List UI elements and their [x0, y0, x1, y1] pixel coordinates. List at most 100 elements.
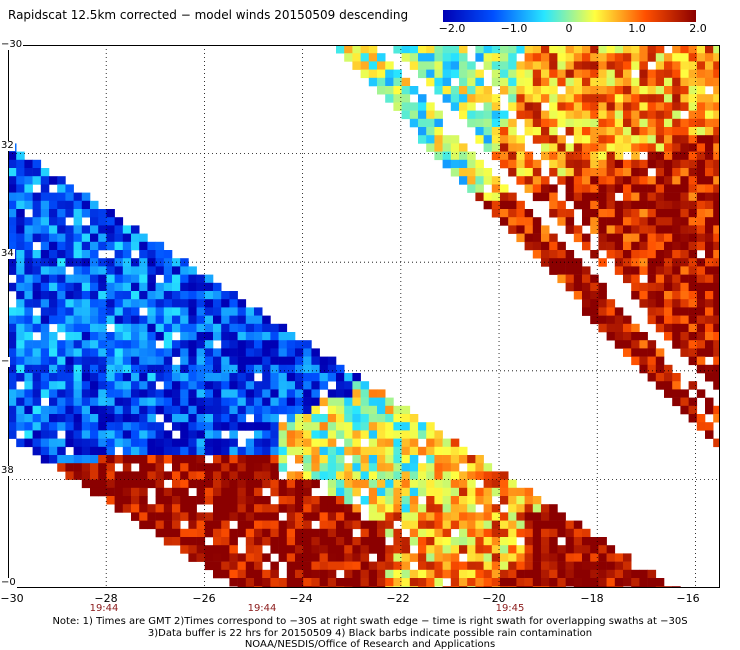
wind-diff-cell	[114, 332, 124, 341]
wind-diff-cell	[623, 159, 632, 169]
wind-diff-cell	[368, 487, 378, 497]
wind-diff-cell	[81, 332, 91, 341]
wind-diff-cell	[647, 217, 657, 226]
wind-diff-cell	[131, 323, 140, 333]
wind-diff-cell	[696, 241, 706, 251]
wind-diff-cell	[409, 86, 419, 95]
wind-diff-cell	[360, 430, 370, 439]
wind-diff-cell	[40, 299, 50, 308]
wind-diff-cell	[606, 233, 616, 243]
wind-diff-cell	[73, 373, 83, 382]
wind-diff-cell	[606, 586, 616, 588]
wind-diff-cell	[49, 225, 58, 234]
wind-diff-cell	[196, 315, 206, 325]
wind-diff-cell	[549, 233, 558, 243]
wind-diff-cell	[336, 487, 345, 497]
wind-diff-cell	[147, 438, 156, 448]
wind-diff-cell	[196, 430, 206, 439]
wind-diff-cell	[254, 414, 263, 423]
wind-diff-cell	[368, 414, 378, 423]
wind-diff-cell	[409, 520, 419, 530]
wind-diff-cell	[483, 578, 493, 587]
wind-diff-cell	[705, 102, 714, 111]
wind-diff-cell	[385, 94, 394, 103]
wind-diff-cell	[32, 168, 42, 177]
wind-diff-cell	[24, 176, 33, 185]
wind-diff-cell	[647, 135, 657, 144]
wind-diff-cell	[598, 291, 607, 300]
wind-diff-cell	[368, 389, 378, 398]
wind-diff-cell	[57, 389, 66, 398]
wind-diff-cell	[385, 405, 394, 415]
wind-diff-cell	[221, 471, 230, 480]
wind-diff-cell	[385, 438, 394, 448]
wind-diff-cell	[516, 200, 525, 210]
wind-diff-cell	[49, 356, 58, 366]
wind-diff-cell	[688, 209, 698, 218]
wind-diff-cell	[524, 520, 534, 530]
wind-diff-cell	[16, 225, 25, 234]
wind-diff-cell	[229, 496, 238, 505]
wind-diff-cell	[270, 348, 279, 357]
wind-diff-cell	[516, 561, 525, 571]
wind-diff-cell	[262, 405, 271, 415]
wind-diff-cell	[434, 545, 443, 554]
wind-diff-cell	[377, 446, 386, 456]
wind-diff-cell	[549, 192, 558, 202]
wind-diff-cell	[188, 520, 197, 530]
wind-diff-cell	[65, 209, 74, 218]
wind-diff-cell	[713, 323, 720, 333]
wind-diff-cell	[327, 528, 337, 538]
wind-diff-cell	[16, 307, 25, 316]
wind-diff-cell	[614, 225, 624, 234]
wind-diff-cell	[557, 520, 566, 530]
wind-diff-cell	[623, 266, 632, 275]
wind-diff-cell	[598, 102, 607, 111]
wind-diff-cell	[532, 77, 542, 87]
wind-diff-cell	[204, 364, 214, 374]
wind-diff-cell	[40, 250, 50, 259]
wind-diff-cell	[204, 430, 214, 439]
wind-diff-cell	[705, 233, 714, 243]
wind-diff-cell	[393, 471, 402, 480]
wind-diff-cell	[696, 233, 706, 243]
wind-diff-cell	[655, 176, 665, 185]
wind-diff-cell	[336, 463, 345, 472]
wind-diff-cell	[491, 487, 501, 497]
wind-diff-cell	[664, 94, 673, 103]
wind-diff-cell	[8, 241, 17, 251]
wind-diff-cell	[81, 389, 91, 398]
wind-diff-cell	[336, 397, 345, 407]
wind-diff-cell	[254, 471, 263, 480]
wind-diff-cell	[598, 553, 607, 562]
wind-diff-cell	[319, 397, 329, 407]
wind-diff-cell	[98, 274, 107, 284]
wind-diff-cell	[139, 241, 148, 251]
wind-diff-cell	[450, 151, 460, 161]
wind-diff-cell	[614, 250, 624, 259]
wind-diff-cell	[549, 94, 558, 103]
wind-diff-cell	[262, 422, 271, 431]
wind-diff-cell	[40, 446, 50, 456]
wind-diff-cell	[672, 381, 681, 390]
wind-diff-cell	[155, 479, 165, 489]
wind-diff-cell	[245, 307, 255, 316]
wind-diff-cell	[385, 61, 394, 70]
wind-diff-cell	[278, 340, 288, 349]
wind-diff-cell	[590, 168, 599, 177]
wind-diff-cell	[582, 200, 591, 210]
wind-diff-cell	[139, 348, 148, 357]
wind-diff-cell	[500, 209, 509, 218]
wind-diff-cell	[114, 282, 124, 292]
wind-diff-cell	[81, 241, 91, 251]
lat-label: −	[0, 356, 11, 367]
wind-diff-cell	[655, 578, 665, 587]
wind-diff-cell	[590, 61, 599, 70]
wind-diff-cell	[131, 446, 140, 456]
wind-diff-cell	[163, 430, 173, 439]
wind-diff-cell	[16, 389, 25, 398]
wind-diff-cell	[680, 86, 689, 95]
wind-diff-cell	[262, 315, 271, 325]
wind-diff-cell	[254, 496, 263, 505]
wind-diff-cell	[229, 348, 238, 357]
